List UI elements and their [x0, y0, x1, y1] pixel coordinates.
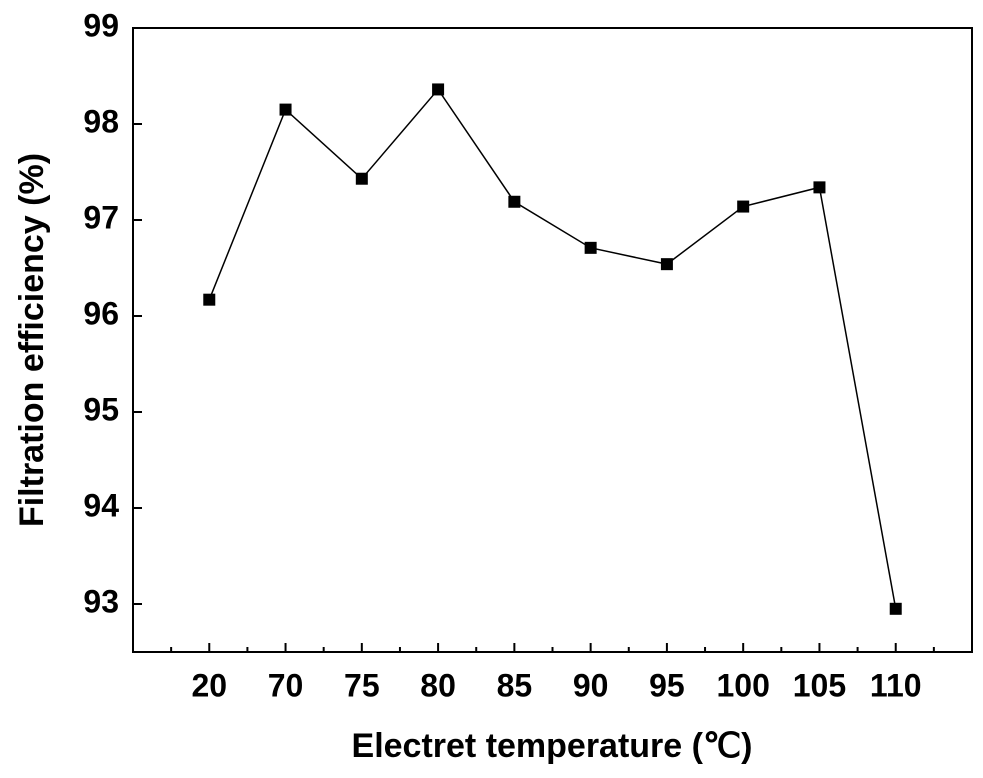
line: [208, 88, 897, 609]
marker: [660, 258, 673, 271]
marker: [584, 241, 597, 254]
x-tick-label: 110: [870, 667, 922, 703]
x-tick-label: 90: [573, 667, 609, 703]
y-tick-label: 94: [83, 487, 119, 523]
y-tick-label: 99: [83, 7, 119, 43]
plot-frame: [132, 27, 973, 653]
y-tick-label: 93: [83, 583, 119, 619]
x-tick-label: 70: [268, 667, 304, 703]
marker: [737, 200, 750, 213]
x-tick-label: 100: [716, 667, 769, 703]
x-axis-title: Electret temperature (℃): [352, 727, 753, 765]
marker: [508, 195, 521, 208]
x-tick-label: 95: [649, 667, 685, 703]
marker: [432, 83, 445, 96]
y-tick-label: 97: [83, 199, 119, 235]
marker: [889, 602, 902, 615]
marker: [813, 181, 826, 194]
marker: [203, 293, 216, 306]
x-tick-label: 105: [793, 667, 846, 703]
y-tick-label: 95: [83, 391, 119, 427]
x-tick-label: 80: [420, 667, 456, 703]
y-tick-label: 96: [83, 295, 119, 331]
marker: [355, 172, 368, 185]
marker: [279, 103, 292, 116]
y-tick-label: 98: [83, 103, 119, 139]
y-axis-title: Filtration efficiency (%): [13, 153, 51, 527]
x-tick-label: 75: [344, 667, 380, 703]
x-tick-label: 20: [191, 667, 227, 703]
x-tick-label: 85: [497, 667, 533, 703]
